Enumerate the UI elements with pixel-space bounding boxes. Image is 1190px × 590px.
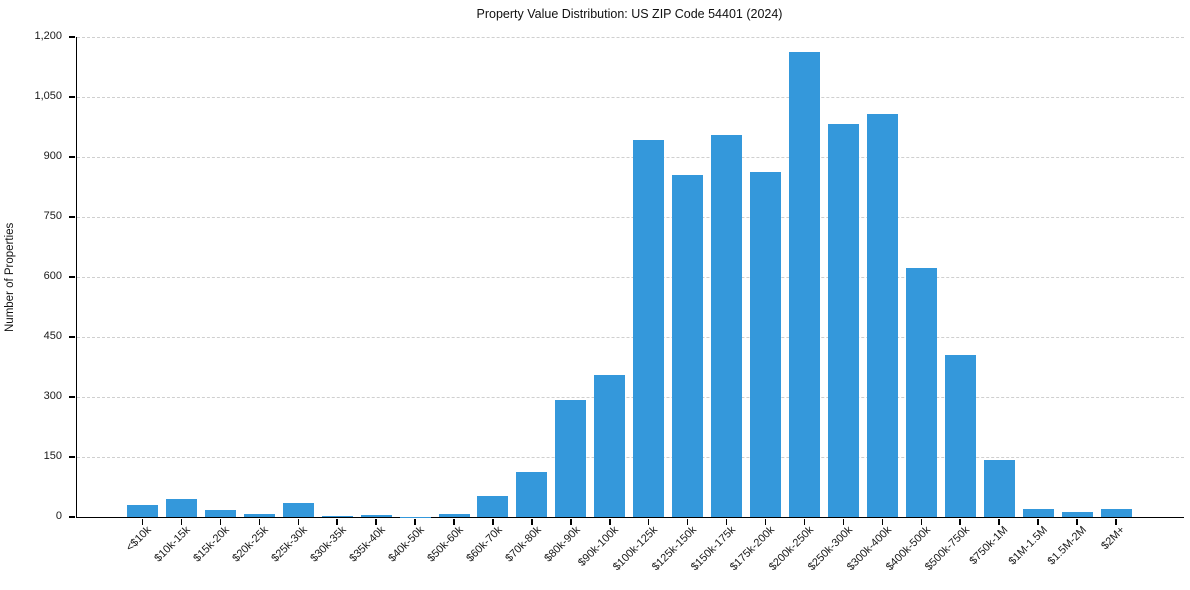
y-tick-mark [69,516,75,518]
gridline [77,396,1184,398]
x-tick-mark [1037,519,1039,525]
y-tick-label: 1,050 [34,90,62,102]
gridline [77,36,1184,38]
x-tick-mark [570,519,572,525]
bar [788,51,820,517]
y-tick-mark [69,36,75,38]
y-tick-mark [69,96,75,98]
x-tick-mark [842,519,845,525]
x-tick-mark [959,519,961,525]
x-tick-mark [414,519,416,525]
bar [672,174,704,517]
x-tick-mark [881,519,884,525]
y-tick-label: 1,200 [34,30,62,42]
gridline [77,336,1184,338]
x-tick-mark [336,519,338,525]
bar [711,135,743,517]
bar [516,471,548,517]
bar [1061,512,1093,517]
x-tick-mark [492,519,494,525]
bar [827,123,859,517]
x-tick-mark [1115,519,1117,525]
bar [633,139,665,517]
bar [243,513,275,517]
x-tick-mark [998,519,1000,525]
y-tick-mark [69,336,75,338]
bar [321,516,353,517]
x-tick-mark [609,519,611,525]
x-tick-mark [258,519,261,525]
y-tick-label: 600 [43,270,62,282]
bar [594,375,626,517]
bar [1100,509,1132,517]
y-tick-label: 750 [43,210,62,222]
bar [282,503,314,517]
bar [165,499,197,517]
gridline [77,216,1184,218]
gridline [77,276,1184,278]
bar [983,459,1015,517]
bar [866,113,898,517]
bar [127,505,158,517]
y-tick-label: 900 [43,150,62,162]
bar [944,354,976,517]
bar [360,514,392,517]
gridline [77,456,1184,458]
bar [477,495,509,517]
x-tick-mark [1076,519,1078,525]
y-tick-label: 450 [43,330,62,342]
y-tick-mark [69,216,75,218]
bar [438,513,470,517]
bar [1022,509,1054,517]
x-tick-mark [647,519,650,525]
y-tick-label: 150 [43,450,62,462]
x-tick-mark [531,519,533,525]
y-tick-label: 0 [55,510,62,522]
plot-area [69,36,1184,525]
x-tick-mark [764,519,767,525]
x-tick-mark [920,519,923,525]
x-tick-mark [141,519,144,525]
x-tick-mark [725,519,728,525]
gridline [77,156,1184,158]
x-tick-mark [297,519,299,525]
x-tick-mark [375,519,377,525]
bar [555,400,587,517]
chart-title: Property Value Distribution: US ZIP Code… [476,7,783,21]
y-tick-mark [69,276,75,278]
x-tick-mark [803,519,806,525]
y-tick-mark [69,156,75,158]
bar [204,510,236,517]
x-tick-mark [219,519,222,525]
x-tick-mark [453,519,455,525]
x-tick-mark [180,519,183,525]
bar [905,267,937,517]
y-tick-label: 300 [43,390,62,402]
y-tick-mark [69,456,75,458]
gridline [77,96,1184,98]
x-tick-mark [686,519,689,525]
bar [750,172,782,517]
y-tick-mark [69,396,75,398]
